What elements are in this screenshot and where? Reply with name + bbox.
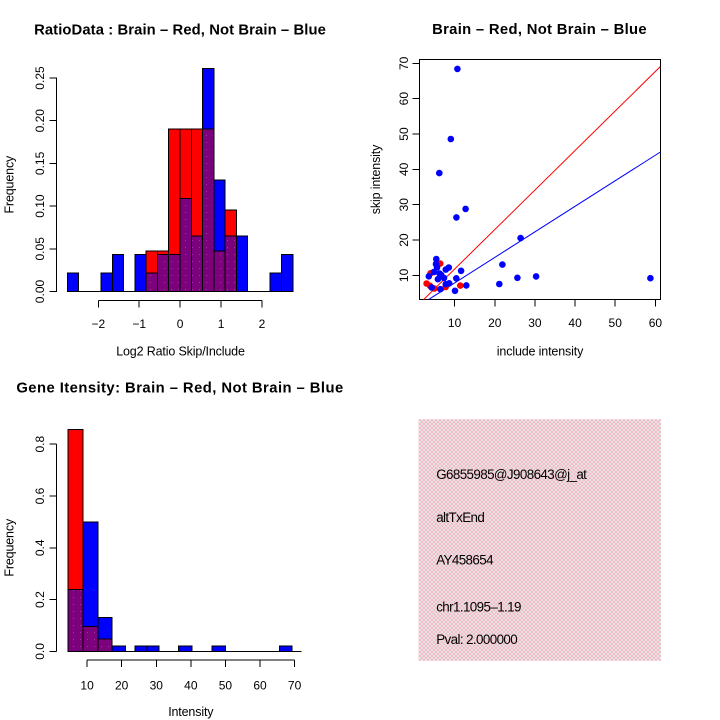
svg-text:10: 10 [80,678,94,692]
svg-text:0.8: 0.8 [33,436,47,453]
svg-text:Gene Itensity: Brain – Red, No: Gene Itensity: Brain – Red, Not Brain – … [16,381,343,397]
svg-text:70: 70 [288,678,302,692]
svg-text:30: 30 [528,316,542,330]
svg-text:RatioData : Brain – Red, Not B: RatioData : Brain – Red, Not Brain – Blu… [34,23,326,39]
svg-text:0.25: 0.25 [33,66,47,90]
svg-text:chr1.1095–1.19: chr1.1095–1.19 [436,600,521,615]
svg-text:0.6: 0.6 [33,487,47,504]
svg-text:2: 2 [259,317,266,331]
svg-text:50: 50 [219,678,233,692]
svg-text:0.2: 0.2 [33,591,47,608]
svg-text:−2: −2 [91,317,105,331]
svg-text:20: 20 [397,233,411,247]
svg-text:50: 50 [397,127,411,141]
svg-text:70: 70 [397,56,411,70]
svg-text:1: 1 [218,317,225,331]
svg-text:altTxEnd: altTxEnd [436,510,484,525]
svg-text:AY458654: AY458654 [436,552,494,567]
svg-text:Pval: 2.000000: Pval: 2.000000 [436,632,517,647]
svg-text:0.4: 0.4 [33,539,47,556]
svg-text:0: 0 [177,317,184,331]
svg-text:0.00: 0.00 [33,279,47,303]
svg-text:Frequency: Frequency [3,518,17,577]
svg-text:include intensity: include intensity [497,345,584,359]
svg-text:0.05: 0.05 [33,237,47,261]
svg-text:0.10: 0.10 [33,194,47,218]
svg-text:20: 20 [488,316,502,330]
svg-text:10: 10 [397,268,411,282]
svg-text:−1: −1 [132,317,146,331]
svg-text:G6855985@J908643@j_at: G6855985@J908643@j_at [436,467,587,482]
svg-text:Brain – Red, Not Brain – Blue: Brain – Red, Not Brain – Blue [432,22,647,38]
svg-text:50: 50 [609,316,623,330]
svg-text:0.0: 0.0 [33,643,47,660]
svg-text:20: 20 [115,678,129,692]
svg-text:0.15: 0.15 [33,151,47,175]
svg-text:60: 60 [397,92,411,106]
svg-text:60: 60 [649,316,663,330]
svg-text:40: 40 [568,316,582,330]
svg-text:30: 30 [150,678,164,692]
svg-text:10: 10 [448,316,462,330]
svg-text:60: 60 [253,678,267,692]
svg-text:0.20: 0.20 [33,109,47,133]
svg-text:skip intensity: skip intensity [369,144,383,214]
svg-text:30: 30 [397,198,411,212]
svg-text:40: 40 [184,678,198,692]
svg-text:Intensity: Intensity [168,705,214,719]
svg-text:Log2 Ratio Skip/Include: Log2 Ratio Skip/Include [116,345,245,359]
svg-text:40: 40 [397,162,411,176]
svg-text:Frequency: Frequency [3,155,17,214]
